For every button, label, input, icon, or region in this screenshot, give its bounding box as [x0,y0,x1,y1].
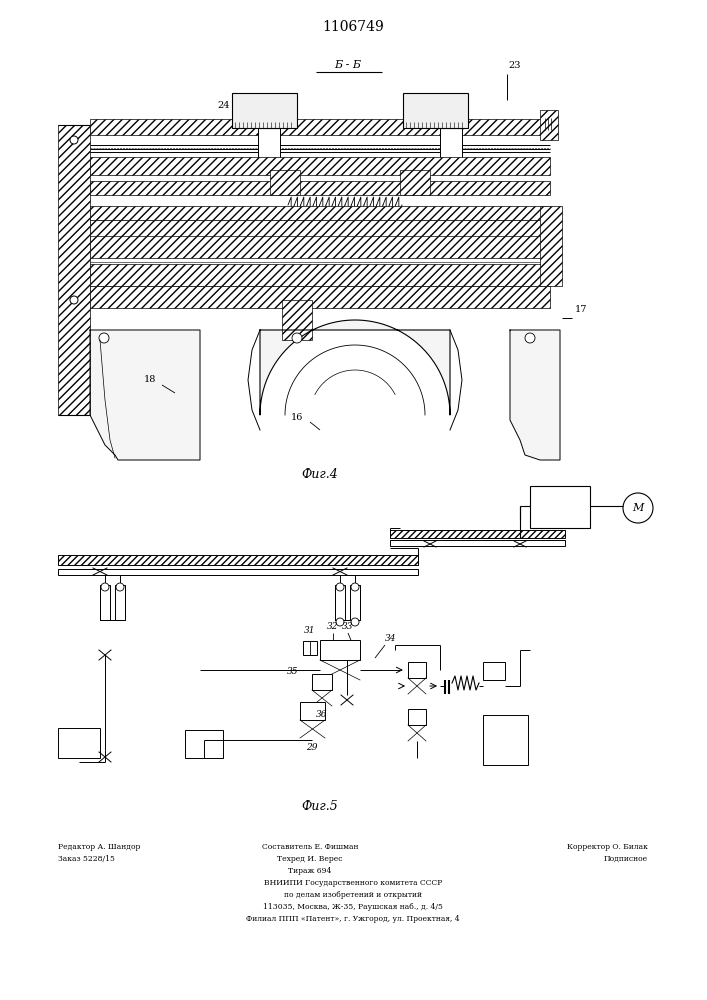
Circle shape [525,333,535,343]
Bar [58,728,100,758]
Polygon shape [90,330,200,460]
Bar [530,486,590,528]
Bar [270,170,300,195]
Text: 33: 33 [342,622,354,631]
Bar [540,110,558,140]
Text: Техред И. Верес: Техред И. Верес [277,855,343,863]
Circle shape [351,618,359,626]
Circle shape [101,583,109,591]
Text: 1106749: 1106749 [322,20,384,34]
Text: 17: 17 [575,306,588,314]
Circle shape [99,333,109,343]
Bar [100,585,110,620]
Text: Подписное: Подписное [604,855,648,863]
Circle shape [70,136,78,144]
Bar [408,662,426,678]
Bar [258,128,280,158]
Bar [115,585,125,620]
Text: M: M [632,503,643,513]
Bar [408,709,426,725]
Bar [540,206,562,286]
Bar [232,93,297,128]
Bar [90,206,550,220]
Bar [483,715,528,765]
Text: 36: 36 [316,710,328,719]
Polygon shape [510,330,560,460]
Circle shape [292,333,302,343]
Text: 29: 29 [306,743,317,752]
Bar [90,181,550,195]
Bar [300,702,325,720]
Bar [90,264,550,286]
Text: Фиг.4: Фиг.4 [302,468,339,481]
Bar [400,170,430,195]
Bar [440,128,462,158]
Text: 32: 32 [327,622,339,631]
Bar [282,300,312,340]
Bar [90,119,550,135]
Text: Б - Б: Б - Б [334,60,361,70]
Text: Заказ 5228/15: Заказ 5228/15 [58,855,115,863]
Polygon shape [260,320,450,415]
Circle shape [623,493,653,523]
Bar [312,674,332,690]
Text: ВНИИПИ Государственного комитета СССР: ВНИИПИ Государственного комитета СССР [264,879,442,887]
Text: Составитель Е. Фишман: Составитель Е. Фишман [262,843,358,851]
Text: 23: 23 [508,61,520,70]
Bar [90,157,550,175]
Bar [403,93,468,128]
Bar [58,555,418,565]
Bar [185,730,223,758]
Text: Фиг.5: Фиг.5 [302,800,339,813]
Bar [90,220,550,240]
Text: по делам изобретений и открытий: по делам изобретений и открытий [284,891,422,899]
Text: 35: 35 [286,668,298,676]
Text: Тираж 694: Тираж 694 [288,867,332,875]
Bar [335,585,345,620]
Circle shape [336,583,344,591]
Text: Редактор А. Шандор: Редактор А. Шандор [58,843,141,851]
Bar [320,640,360,660]
Bar [350,585,360,620]
Bar [483,662,505,680]
Bar [58,569,418,575]
Text: 24: 24 [218,101,230,109]
Text: 16: 16 [291,414,303,422]
Bar [90,236,550,258]
Text: 18: 18 [144,375,156,384]
Text: 34: 34 [385,634,397,643]
Circle shape [116,583,124,591]
Circle shape [70,296,78,304]
Text: 113035, Москва, Ж-35, Раушская наб., д. 4/5: 113035, Москва, Ж-35, Раушская наб., д. … [263,903,443,911]
Text: 31: 31 [304,626,316,635]
Text: Филиал ППП «Патент», г. Ужгород, ул. Проектная, 4: Филиал ППП «Патент», г. Ужгород, ул. Про… [246,915,460,923]
Text: Корректор О. Билак: Корректор О. Билак [567,843,648,851]
Bar [303,641,317,655]
Bar [390,540,565,546]
Bar [390,530,565,538]
Bar [90,286,550,308]
Circle shape [336,618,344,626]
Circle shape [351,583,359,591]
Bar [58,125,90,415]
